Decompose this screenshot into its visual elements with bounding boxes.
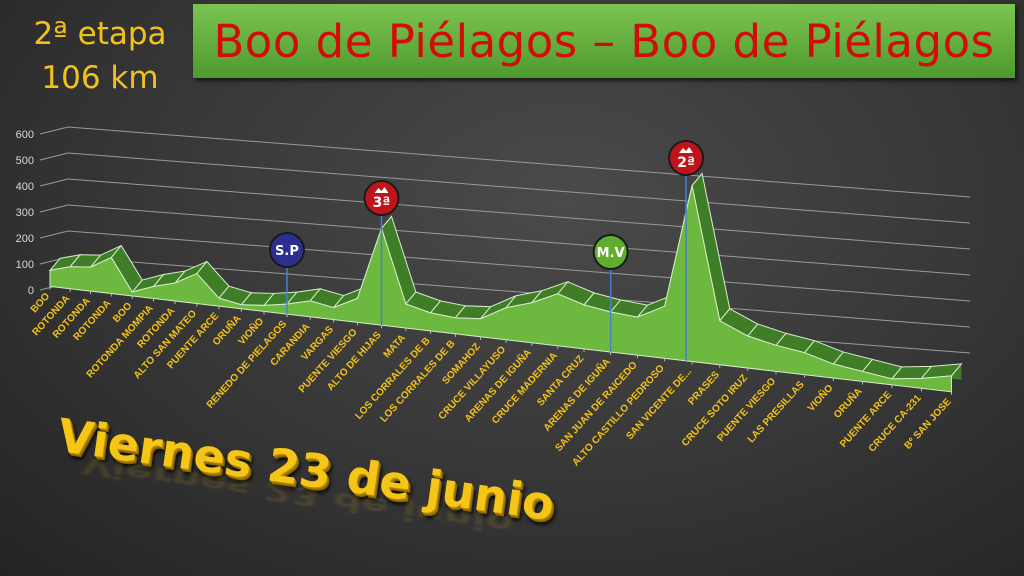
y-tick-label: 200: [16, 233, 34, 245]
page-title: Boo de Piélagos – Boo de Piélagos: [213, 14, 995, 68]
marker-label: 2ª: [677, 155, 695, 171]
x-tick-label: VIOÑO: [804, 381, 835, 414]
marker-badge: [668, 140, 705, 176]
gridline-stub: [39, 178, 69, 187]
marker-climb: 3ª: [363, 180, 400, 326]
marker-goal: M.V: [592, 234, 629, 352]
title-banner: Boo de Piélagos – Boo de Piélagos: [193, 4, 1015, 78]
gridline-stub: [39, 152, 69, 161]
y-tick-label: 400: [16, 181, 34, 193]
mountain-icon: [679, 147, 694, 153]
gridline-stub: [39, 204, 69, 213]
gridline: [67, 152, 971, 224]
y-tick-label: 0: [28, 285, 34, 297]
x-tick-label: PUENTE VIESGO: [715, 376, 778, 444]
gridline: [67, 126, 971, 198]
y-tick-label: 300: [16, 207, 34, 219]
mountain-icon: [374, 187, 389, 193]
x-tick-label: MATA: [382, 333, 409, 361]
marker-label: M.V: [597, 246, 625, 261]
x-tick-label: ORUÑA: [830, 385, 864, 421]
x-tick-label: LAS PRESILLAS: [746, 379, 807, 445]
gridline-stub: [39, 230, 69, 239]
gridline: [67, 230, 971, 302]
marker-sprint: S.P: [268, 232, 305, 315]
y-tick-label: 600: [16, 129, 34, 141]
y-tick-label: 100: [16, 259, 34, 271]
y-tick-label: 500: [16, 155, 34, 167]
gridline: [67, 204, 971, 276]
marker-label: 3ª: [373, 195, 391, 211]
gridline: [67, 256, 971, 328]
gridline: [67, 178, 971, 250]
marker-label: S.P: [275, 244, 299, 259]
stage-distance: 106 km: [41, 60, 159, 96]
marker-badge: [592, 234, 629, 270]
stage-info: 2ª etapa 106 km: [0, 12, 200, 100]
marker-climb: 2ª: [668, 140, 705, 361]
marker-badge: [363, 180, 400, 216]
marker-badge: [268, 232, 305, 268]
area-front: [49, 185, 952, 393]
gridline-stub: [39, 126, 69, 135]
stage-number: 2ª etapa: [33, 16, 167, 52]
